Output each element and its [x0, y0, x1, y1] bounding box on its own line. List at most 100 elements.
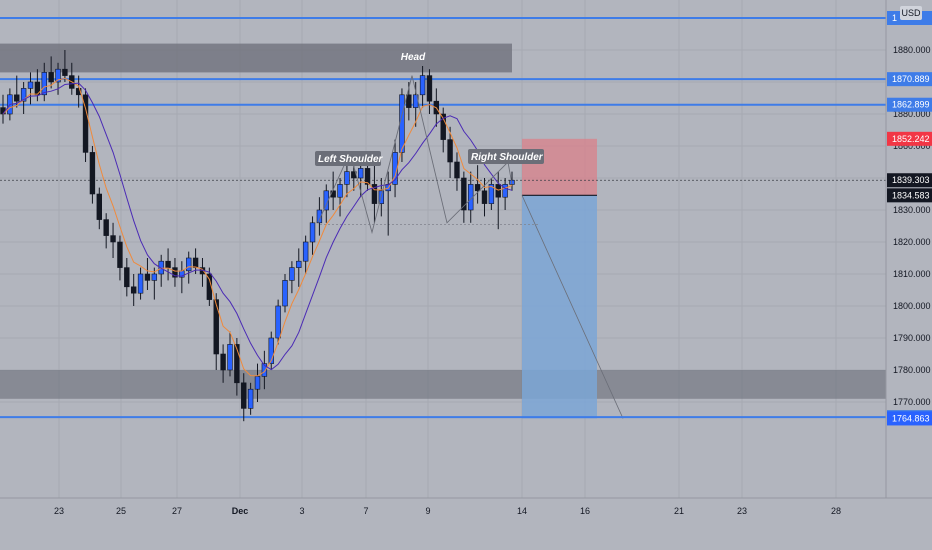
candle-body — [399, 94, 405, 153]
candle-body — [323, 190, 329, 211]
projection-line — [521, 195, 624, 419]
candle-body — [165, 260, 171, 268]
candle-body — [488, 184, 495, 204]
price-tag-last — [887, 173, 932, 188]
candle-body — [406, 94, 412, 108]
annotation-left-shoulder-text: Left Shoulder — [318, 154, 384, 165]
y-tick-label: 1810.000 — [893, 269, 931, 279]
stop-loss-zone — [522, 138, 597, 196]
x-tick-label: 9 — [425, 506, 430, 516]
candle-body — [130, 286, 137, 294]
price-tag-level — [887, 97, 932, 112]
candle-body — [82, 94, 89, 153]
candle-body — [447, 139, 453, 163]
candle-body — [14, 94, 20, 102]
price-tag-top-label: 1 — [892, 13, 897, 23]
y-tick-label: 1800.000 — [893, 301, 931, 311]
candle-body — [440, 113, 446, 140]
candle-body — [481, 190, 488, 204]
price-tag-stop — [887, 131, 932, 146]
y-tick-label: 1820.000 — [893, 237, 931, 247]
candle-body — [495, 184, 501, 198]
x-tick-label: 28 — [831, 506, 841, 516]
candle-body — [20, 88, 27, 102]
ma-slow-line — [2, 82, 513, 371]
candle-body — [96, 193, 102, 220]
currency-badge[interactable]: USD — [900, 6, 922, 20]
trade-position[interactable] — [521, 138, 624, 419]
candle-body — [89, 152, 96, 195]
y-tick-label: 1880.000 — [893, 109, 931, 119]
x-tick-label: 25 — [116, 506, 126, 516]
ma-fast-line — [2, 77, 513, 377]
candle-body — [419, 75, 426, 96]
price-tag-label: 1834.583 — [892, 190, 930, 200]
x-tick-label: 3 — [299, 506, 304, 516]
price-tag-label: 1839.303 — [892, 175, 930, 185]
candle-body — [309, 222, 316, 243]
candle-body — [220, 353, 226, 371]
candle-body — [502, 184, 508, 198]
candle-body — [426, 75, 433, 102]
price-tag-level — [887, 72, 932, 87]
candle-body — [234, 344, 240, 384]
candle-body — [110, 235, 116, 243]
y-tick-label: 1780.000 — [893, 365, 931, 375]
candle-body — [289, 267, 295, 281]
price-tag-label: 1764.863 — [892, 413, 930, 423]
x-tick-label: 23 — [54, 506, 64, 516]
candle-body — [316, 209, 323, 224]
candle-body — [151, 273, 158, 281]
price-tag-label: 1870.889 — [892, 74, 930, 84]
x-tick-label: 14 — [517, 506, 527, 516]
y-tick-label: 1790.000 — [893, 333, 931, 343]
annotation-right-shoulder[interactable]: Right Shoulder — [468, 149, 544, 164]
price-tag-label: 1862.899 — [892, 100, 930, 110]
x-tick-label: Dec — [232, 506, 249, 516]
x-tick-label: 23 — [737, 506, 747, 516]
x-tick-label: 27 — [172, 506, 182, 516]
candle-body — [34, 81, 41, 96]
candle-body — [461, 177, 467, 211]
y-tick-label: 1880.000 — [893, 45, 931, 55]
candle-body — [275, 305, 281, 339]
candle-body — [282, 280, 288, 307]
candle-body — [474, 184, 481, 192]
annotation-right-shoulder-text: Right Shoulder — [471, 152, 544, 163]
candle-body — [296, 260, 302, 268]
y-tick-label: 1770.000 — [893, 397, 931, 407]
y-tick-label: 1830.000 — [893, 205, 931, 215]
candle-body — [158, 260, 164, 275]
candle-body — [364, 168, 371, 185]
candle-body — [254, 376, 261, 390]
candle-body — [337, 184, 343, 198]
candle-body — [75, 88, 82, 96]
candle-body — [48, 72, 54, 83]
time-axis[interactable]: 23 25 27 Dec 3 7 9 14 16 21 23 28 — [0, 497, 932, 516]
candle-body — [41, 72, 47, 96]
horizontal-levels — [0, 17, 886, 419]
annotation-head[interactable]: Head — [401, 52, 426, 63]
candle-body — [357, 168, 364, 179]
y-tick-label: 1860.000 — [893, 141, 931, 151]
candle-body — [344, 171, 350, 185]
candle-body — [103, 219, 109, 236]
price-zones — [0, 43, 886, 399]
candle-body — [144, 273, 151, 281]
annotation-left-shoulder[interactable]: Left Shoulder — [315, 151, 384, 166]
x-tick-label: 21 — [674, 506, 684, 516]
candle-body — [213, 299, 219, 355]
candle-body — [137, 273, 144, 294]
annotation-head-text: Head — [401, 52, 426, 63]
demand-zone — [0, 370, 886, 399]
price-tag-label: 1852.242 — [892, 134, 930, 144]
candle-body — [117, 241, 123, 268]
price-axis[interactable]: 1770.000 1780.000 1790.000 1800.000 1810.000… — [885, 0, 932, 550]
candle-body — [371, 184, 378, 204]
candle-body — [241, 382, 247, 409]
candle-body — [261, 363, 268, 377]
price-tag-entry — [887, 188, 932, 203]
candle-body — [55, 68, 61, 83]
candle-body — [192, 257, 199, 268]
